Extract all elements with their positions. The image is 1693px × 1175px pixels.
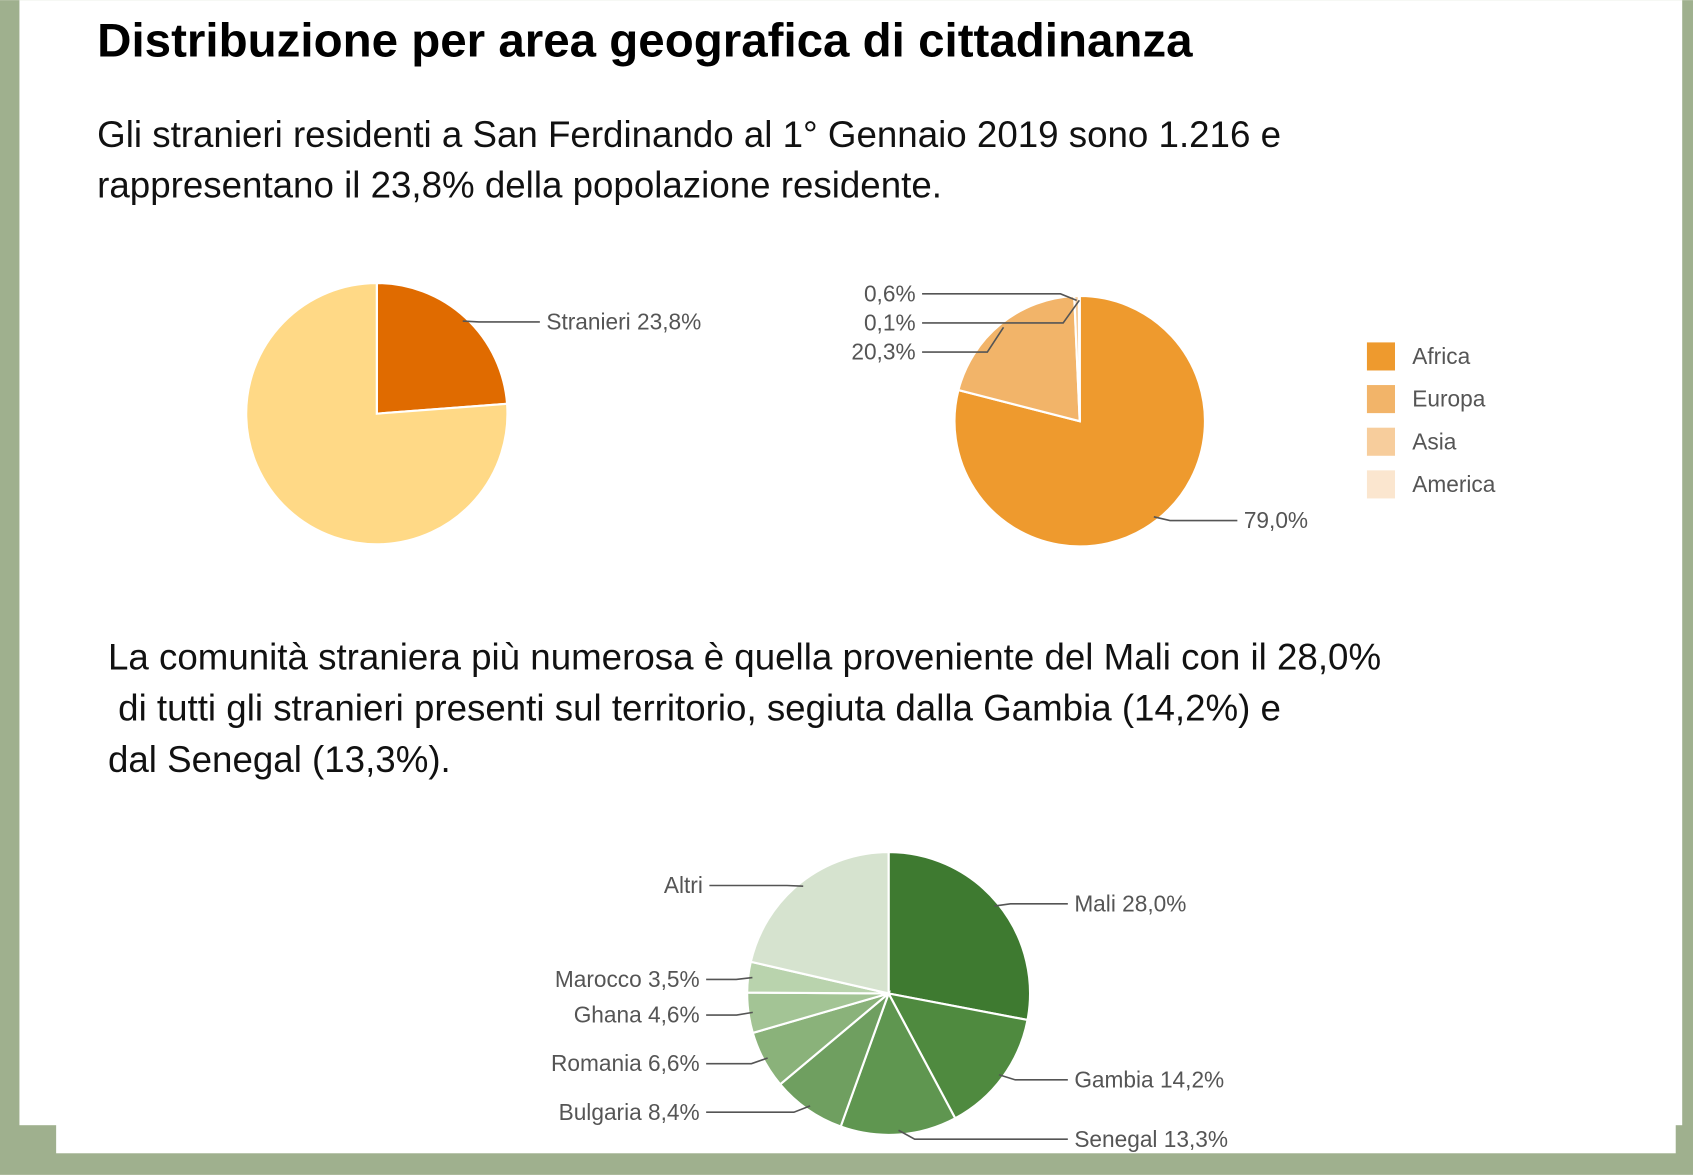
slice-category: Ghana [574,1002,642,1028]
pie-slice [245,281,509,546]
leader-line [706,976,753,981]
leader-line [709,884,804,887]
note-line: La comunità straniera più numerosa è que… [108,637,1381,678]
slice-category: Marocco [555,966,642,992]
slice-value: 3,5% [648,966,700,992]
leader-line [1153,515,1238,522]
pie-slice [887,850,1032,1022]
slice-label: 79,0% [1244,507,1308,533]
slice-value: 20,3% [851,339,915,365]
slice-label: Senegal 13,3% [1074,1126,1228,1152]
slice-value: 23,8% [637,308,701,334]
pie-slice [957,294,1081,423]
leader-line [706,1057,768,1065]
slice-label: Bulgaria 8,4% [559,1099,700,1125]
slice-label: Mali 28,0% [1074,890,1186,916]
slice-label: 20,3% [851,339,915,365]
note-line: dal Senegal (13,3%). [108,739,451,780]
slice-category: Bulgaria [559,1099,643,1125]
slice-value: 13,3% [1164,1126,1228,1152]
pie-slice [749,850,890,995]
legend-label: America [1412,471,1495,497]
legend-label: Africa [1412,343,1470,369]
legend-swatch [1366,342,1395,371]
slice-label: 0,6% [864,280,916,306]
slice-value: 8,4% [648,1099,700,1125]
legend-swatch [1366,470,1395,499]
slice-category: Romania [551,1050,642,1076]
slice-category: Mali [1074,890,1116,916]
intro-line: Gli stranieri residenti a San Ferdinando… [97,114,1281,155]
slice-label: Marocco 3,5% [555,966,700,992]
slice-label: Ghana 4,6% [574,1002,700,1028]
slice-value: 14,2% [1160,1066,1224,1092]
legend-label: Europa [1412,386,1485,412]
slice-value: 0,1% [864,310,916,336]
leader-line [922,293,1077,302]
pie-slice [375,281,509,415]
leader-line [922,299,1080,324]
slice-category: Stranieri [546,308,630,334]
slice-value: 79,0% [1244,507,1308,533]
pie-slice [886,991,1029,1120]
slice-label: Altri [664,872,703,898]
slice-value: 6,6% [648,1050,700,1076]
pie-slice [839,990,957,1136]
leader-line [922,326,1005,353]
legend-label: Asia [1412,428,1456,454]
slice-label: Stranieri 23,8% [546,308,701,334]
slice-label: Gambia 14,2% [1074,1066,1224,1092]
slice-label: 0,1% [864,310,916,336]
leader-line [706,1011,753,1016]
leader-line [994,903,1068,907]
title: Distribuzione per area geografica di cit… [97,14,1193,67]
slice-category: Altri [664,872,703,898]
slice-category: Gambia [1074,1066,1154,1092]
slice-value: 4,6% [648,1002,700,1028]
legend-swatch [1366,427,1395,456]
leader-line [462,320,540,323]
slice-value: 28,0% [1122,890,1186,916]
slice-value: 0,6% [864,280,916,306]
legend-swatch [1366,385,1395,414]
leader-line [998,1073,1068,1081]
note-line: di tutti gli stranieri presenti sul terr… [108,687,1281,728]
slice-category: Senegal [1074,1126,1157,1152]
intro-line: rappresentano il 23,8% della popolazione… [97,165,942,206]
slice-label: Romania 6,6% [551,1050,700,1076]
pie-slice [1077,294,1081,422]
leader-line [898,1129,1068,1141]
leader-line [706,1105,811,1114]
